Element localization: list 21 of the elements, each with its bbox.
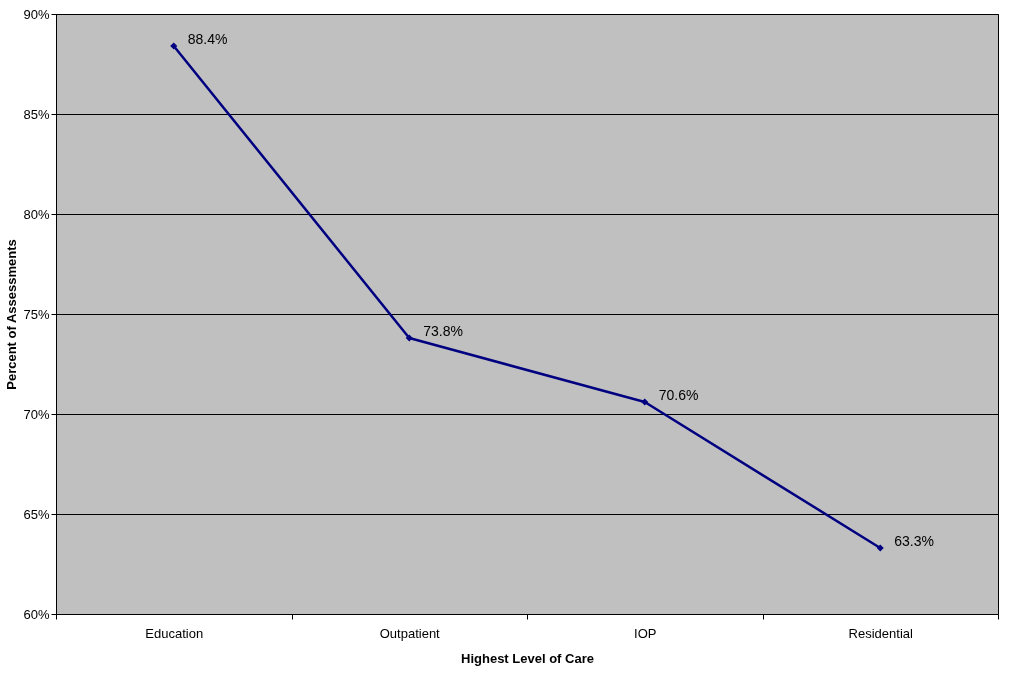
y-tick-label: 80% xyxy=(23,206,50,222)
x-tick-label: Outpatient xyxy=(379,625,441,641)
y-tick-label: 85% xyxy=(23,106,50,122)
x-axis-title: Highest Level of Care xyxy=(461,650,594,666)
point xyxy=(876,544,884,552)
y-tick-label: 75% xyxy=(23,306,50,322)
x-tick-label: Education xyxy=(145,625,204,641)
y-tick-label: 70% xyxy=(23,406,50,422)
point xyxy=(641,398,649,406)
y-tick-label: 60% xyxy=(23,606,50,622)
data-label: 88.4% xyxy=(187,31,228,47)
y-tick-label: 90% xyxy=(23,6,50,22)
point xyxy=(170,42,178,50)
data-label: 73.8% xyxy=(423,323,463,339)
data-label: 70.6% xyxy=(658,387,699,403)
x-tick-label: IOP xyxy=(634,625,657,641)
y-tick-label: 65% xyxy=(23,506,50,522)
x-tick-label: Residential xyxy=(848,625,914,641)
data-label: 63.3% xyxy=(894,533,934,549)
point xyxy=(405,334,413,342)
y-axis-title: Percent of Assessments xyxy=(4,239,20,390)
